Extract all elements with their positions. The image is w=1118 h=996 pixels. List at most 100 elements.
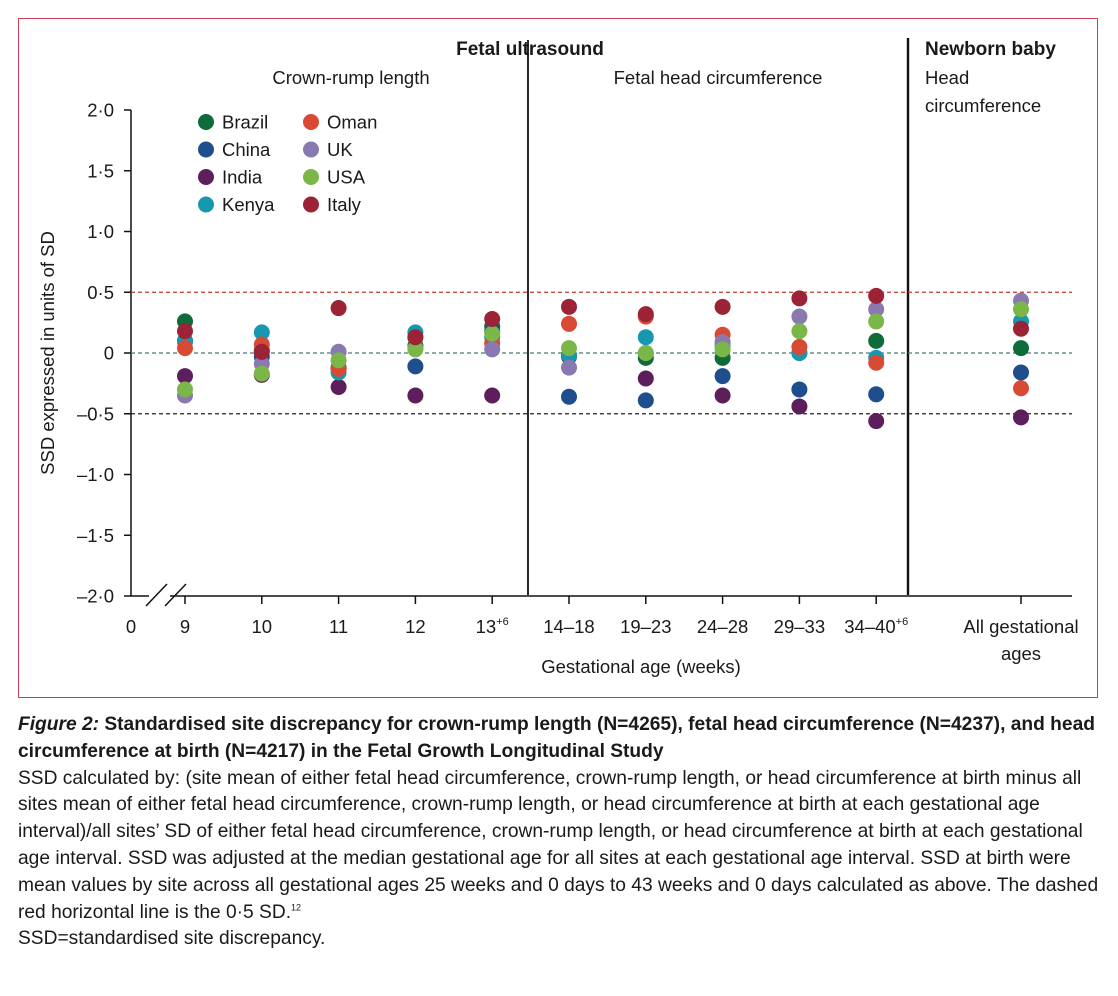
- axis-break-mark-1: [145, 583, 168, 607]
- x-tick-label: 11: [329, 616, 348, 637]
- x-tick-label: 29–33: [774, 616, 825, 637]
- caption-abbreviation: SSD=standardised site discrepancy.: [18, 928, 326, 950]
- caption-body-text: SSD calculated by: (site mean of either …: [18, 767, 1099, 923]
- figure-caption: Figure 2: Standardised site discrepancy …: [18, 712, 1103, 953]
- point-uk: [868, 301, 885, 318]
- point-usa: [868, 313, 885, 330]
- y-tick-label: 0·5: [87, 282, 114, 303]
- point-china: [868, 386, 885, 403]
- point-oman: [561, 315, 577, 332]
- caption-title: Figure 2: Standardised site discrepancy …: [18, 712, 1103, 766]
- point-italy: [868, 287, 885, 304]
- point-italy: [714, 298, 731, 315]
- y-tick-label: 2·0: [87, 100, 114, 121]
- x-tick-label: 13+6: [476, 616, 509, 637]
- x-tick-label: 34–40+6: [844, 616, 908, 637]
- point-china: [1013, 364, 1029, 381]
- legend-marker-oman: [303, 114, 319, 130]
- legend-label-kenya: Kenya: [222, 194, 275, 215]
- point-italy: [484, 310, 501, 327]
- y-tick-label: –1·0: [77, 464, 114, 485]
- point-kenya: [637, 329, 654, 346]
- legend-label-uk: UK: [327, 139, 353, 160]
- x-tick-label: 9: [180, 616, 190, 637]
- x-tick-label: 14–18: [543, 616, 594, 637]
- x-tick-label: 19–23: [620, 616, 671, 637]
- point-usa: [791, 323, 808, 340]
- point-oman: [1013, 380, 1029, 397]
- figure-frame: [18, 18, 1098, 698]
- legend-marker-uk: [303, 141, 319, 158]
- legend-label-italy: Italy: [327, 194, 362, 215]
- point-india: [330, 379, 347, 396]
- point-italy: [253, 343, 270, 360]
- x-tick-label: 10: [252, 616, 273, 637]
- point-usa: [561, 340, 577, 357]
- subsection-fetal-head-circumference: Fetal head circumference: [614, 67, 823, 88]
- chart: Fetal ultrasound Newborn baby Crown-rump…: [37, 38, 1079, 677]
- point-china: [637, 392, 654, 409]
- point-italy: [177, 323, 193, 340]
- x-tick-superscript: +6: [896, 616, 909, 628]
- y-tick-label: 1·0: [87, 221, 114, 242]
- legend-label-brazil: Brazil: [222, 112, 268, 133]
- point-usa: [253, 365, 270, 382]
- axis-break-mark-2: [164, 583, 187, 607]
- point-usa: [1013, 301, 1029, 318]
- point-italy: [407, 329, 424, 346]
- section-title-newborn: Newborn baby: [925, 39, 1056, 60]
- y-tick-label: –1·5: [77, 525, 114, 546]
- y-axis-label: SSD expressed in units of SD: [37, 231, 58, 475]
- point-brazil: [868, 332, 885, 349]
- caption-reference: 12: [291, 902, 302, 913]
- legend-marker-usa: [303, 169, 319, 185]
- x-tick-label: 12: [405, 616, 426, 637]
- point-china: [407, 358, 424, 375]
- legend-marker-china: [198, 141, 214, 158]
- point-uk: [791, 308, 808, 325]
- point-india: [791, 398, 808, 415]
- point-oman: [791, 338, 808, 355]
- x-origin-label: 0: [126, 616, 136, 637]
- point-italy: [637, 306, 654, 323]
- subsection-crown-rump-length: Crown-rump length: [272, 67, 429, 88]
- section-title-fetal-ultrasound: Fetal ultrasound: [456, 39, 604, 60]
- point-india: [714, 387, 731, 404]
- point-brazil: [1013, 340, 1029, 357]
- point-india: [1013, 409, 1029, 426]
- caption-label: Figure 2:: [18, 714, 100, 735]
- legend-label-china: China: [222, 139, 271, 160]
- caption-body: SSD calculated by: (site mean of either …: [18, 766, 1103, 927]
- subsection-head-circumference-line2: circumference: [925, 95, 1041, 116]
- legend-marker-brazil: [198, 114, 214, 130]
- legend-marker-india: [198, 169, 214, 185]
- point-india: [407, 387, 424, 404]
- point-usa: [330, 352, 347, 369]
- y-tick-label: 0: [104, 343, 114, 364]
- legend-label-india: India: [222, 167, 263, 188]
- point-italy: [561, 298, 577, 315]
- point-italy: [791, 290, 808, 307]
- point-uk: [484, 341, 501, 358]
- legend-label-usa: USA: [327, 167, 366, 188]
- legend-marker-kenya: [198, 196, 214, 213]
- y-tick-label: –0·5: [77, 403, 114, 424]
- point-india: [637, 370, 654, 387]
- point-india: [177, 368, 193, 385]
- point-china: [791, 381, 808, 398]
- point-oman: [177, 340, 193, 357]
- point-india: [484, 387, 501, 404]
- point-italy: [1013, 320, 1029, 337]
- x-tick-label: All gestational: [963, 616, 1078, 637]
- point-china: [714, 368, 731, 385]
- point-usa: [407, 341, 424, 358]
- point-usa: [714, 341, 731, 358]
- point-uk: [561, 359, 577, 376]
- x-tick-label-line2: ages: [1001, 643, 1041, 664]
- point-oman: [868, 354, 885, 371]
- legend-label-oman: Oman: [327, 112, 377, 133]
- point-kenya: [253, 324, 270, 341]
- subsection-head-circumference-line1: Head: [925, 67, 969, 88]
- point-usa: [484, 325, 501, 342]
- point-india: [868, 413, 885, 430]
